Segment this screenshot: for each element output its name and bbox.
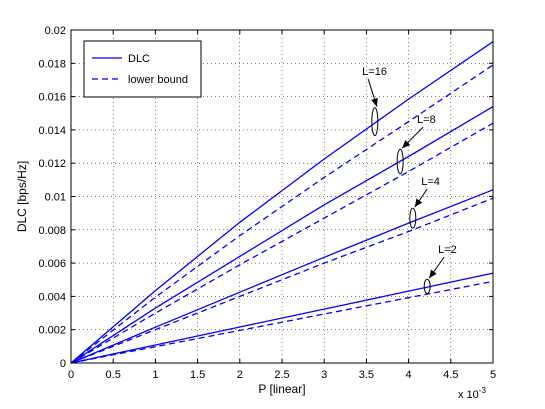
annotation-arrowhead	[402, 140, 411, 149]
annotation-ellipse	[396, 148, 404, 175]
x-scale-base: x 10	[458, 389, 479, 401]
series-lines	[70, 41, 494, 364]
legend-box	[83, 40, 202, 98]
x-tick-label: 2	[237, 369, 243, 381]
y-tick-label: 0.004	[38, 291, 66, 303]
series-line-l2-lower-bound	[70, 280, 494, 364]
x-tick-label: 5	[490, 369, 496, 381]
series-line-l16-dlc	[70, 41, 494, 364]
legend: DLC lower bound	[83, 40, 202, 98]
series-line-l8-lower-bound	[70, 122, 494, 364]
annotation-arrowhead	[371, 97, 378, 107]
annotations: L=16 L=8 L=4 L=2	[362, 66, 457, 295]
annotation-label: L=16	[362, 66, 387, 78]
series-line-l8-dlc	[70, 106, 494, 364]
annotation-label: L=4	[421, 176, 440, 188]
y-tick-label: 0.014	[38, 125, 66, 137]
series-line-l16-lower-bound	[70, 64, 494, 364]
x-tick-label: 0.5	[106, 369, 121, 381]
series-line-l4-dlc	[70, 189, 494, 364]
x-tick-label: 4	[406, 369, 412, 381]
x-tick-label: 0	[68, 369, 74, 381]
annotation-label: L=2	[438, 244, 457, 256]
y-tick-label: 0.018	[38, 58, 66, 70]
annotation-arrowhead	[429, 269, 437, 279]
y-tick-label: 0.01	[45, 192, 66, 204]
x-tick-label: 2.5	[274, 369, 289, 381]
x-tick-label: 1	[152, 369, 158, 381]
annotation-ellipse	[371, 107, 379, 137]
legend-label: lower bound	[128, 74, 188, 86]
y-tick-label: 0.008	[38, 225, 66, 237]
x-axis-label: P [linear]	[258, 382, 305, 396]
series-line-l2-dlc	[70, 272, 494, 364]
x-tick-label: 3	[321, 369, 327, 381]
y-tick-label: 0	[60, 358, 66, 370]
y-tick-label: 0.006	[38, 258, 66, 270]
x-axis-scale-factor: x 10-3	[458, 386, 486, 401]
x-tick-label: 3.5	[359, 369, 374, 381]
legend-label: DLC	[128, 53, 150, 65]
annotation-ellipse	[409, 207, 417, 229]
annotation-arrowhead	[414, 198, 423, 208]
annotation-label: L=8	[417, 114, 436, 126]
y-tick-label: 0.016	[38, 92, 66, 104]
y-tick-label: 0.02	[45, 25, 66, 37]
annotation-ellipse	[423, 278, 431, 295]
y-axis-label: DLC [bps/Hz]	[15, 161, 29, 232]
y-tick-label: 0.012	[38, 158, 66, 170]
series-line-l4-lower-bound	[70, 197, 494, 364]
y-tick-label: 0.002	[38, 325, 66, 337]
x-scale-exponent: -3	[479, 386, 487, 395]
x-tick-label: 4.5	[443, 369, 458, 381]
x-tick-label: 1.5	[190, 369, 205, 381]
axis-ticks: 0 0.5 1 1.5 2 2.5 3 3.5 4 4.5 5 0 0.002 0.004 0.006 0.0…	[38, 25, 496, 381]
